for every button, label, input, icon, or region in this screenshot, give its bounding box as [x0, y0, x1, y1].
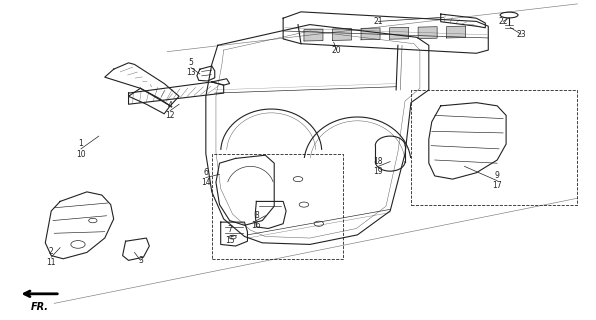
Text: 2
11: 2 11 — [46, 247, 56, 267]
Text: 4
12: 4 12 — [166, 101, 175, 120]
Polygon shape — [304, 29, 323, 41]
Polygon shape — [333, 28, 352, 40]
Text: 5
13: 5 13 — [186, 58, 195, 77]
Text: FR.: FR. — [30, 302, 48, 312]
Text: 20: 20 — [332, 45, 342, 55]
Text: 9
17: 9 17 — [492, 171, 502, 190]
Text: 22: 22 — [498, 17, 508, 26]
Polygon shape — [361, 28, 380, 40]
Text: 23: 23 — [516, 30, 526, 39]
Polygon shape — [418, 27, 437, 39]
Text: 18
19: 18 19 — [374, 157, 383, 176]
Text: 3: 3 — [138, 256, 143, 265]
Text: 8
16: 8 16 — [252, 211, 261, 230]
Text: 7
15: 7 15 — [225, 225, 234, 244]
Text: 1
10: 1 10 — [76, 139, 86, 158]
Polygon shape — [390, 27, 409, 39]
Polygon shape — [446, 26, 465, 38]
Text: 6
14: 6 14 — [201, 168, 210, 187]
Text: 21: 21 — [374, 17, 383, 26]
